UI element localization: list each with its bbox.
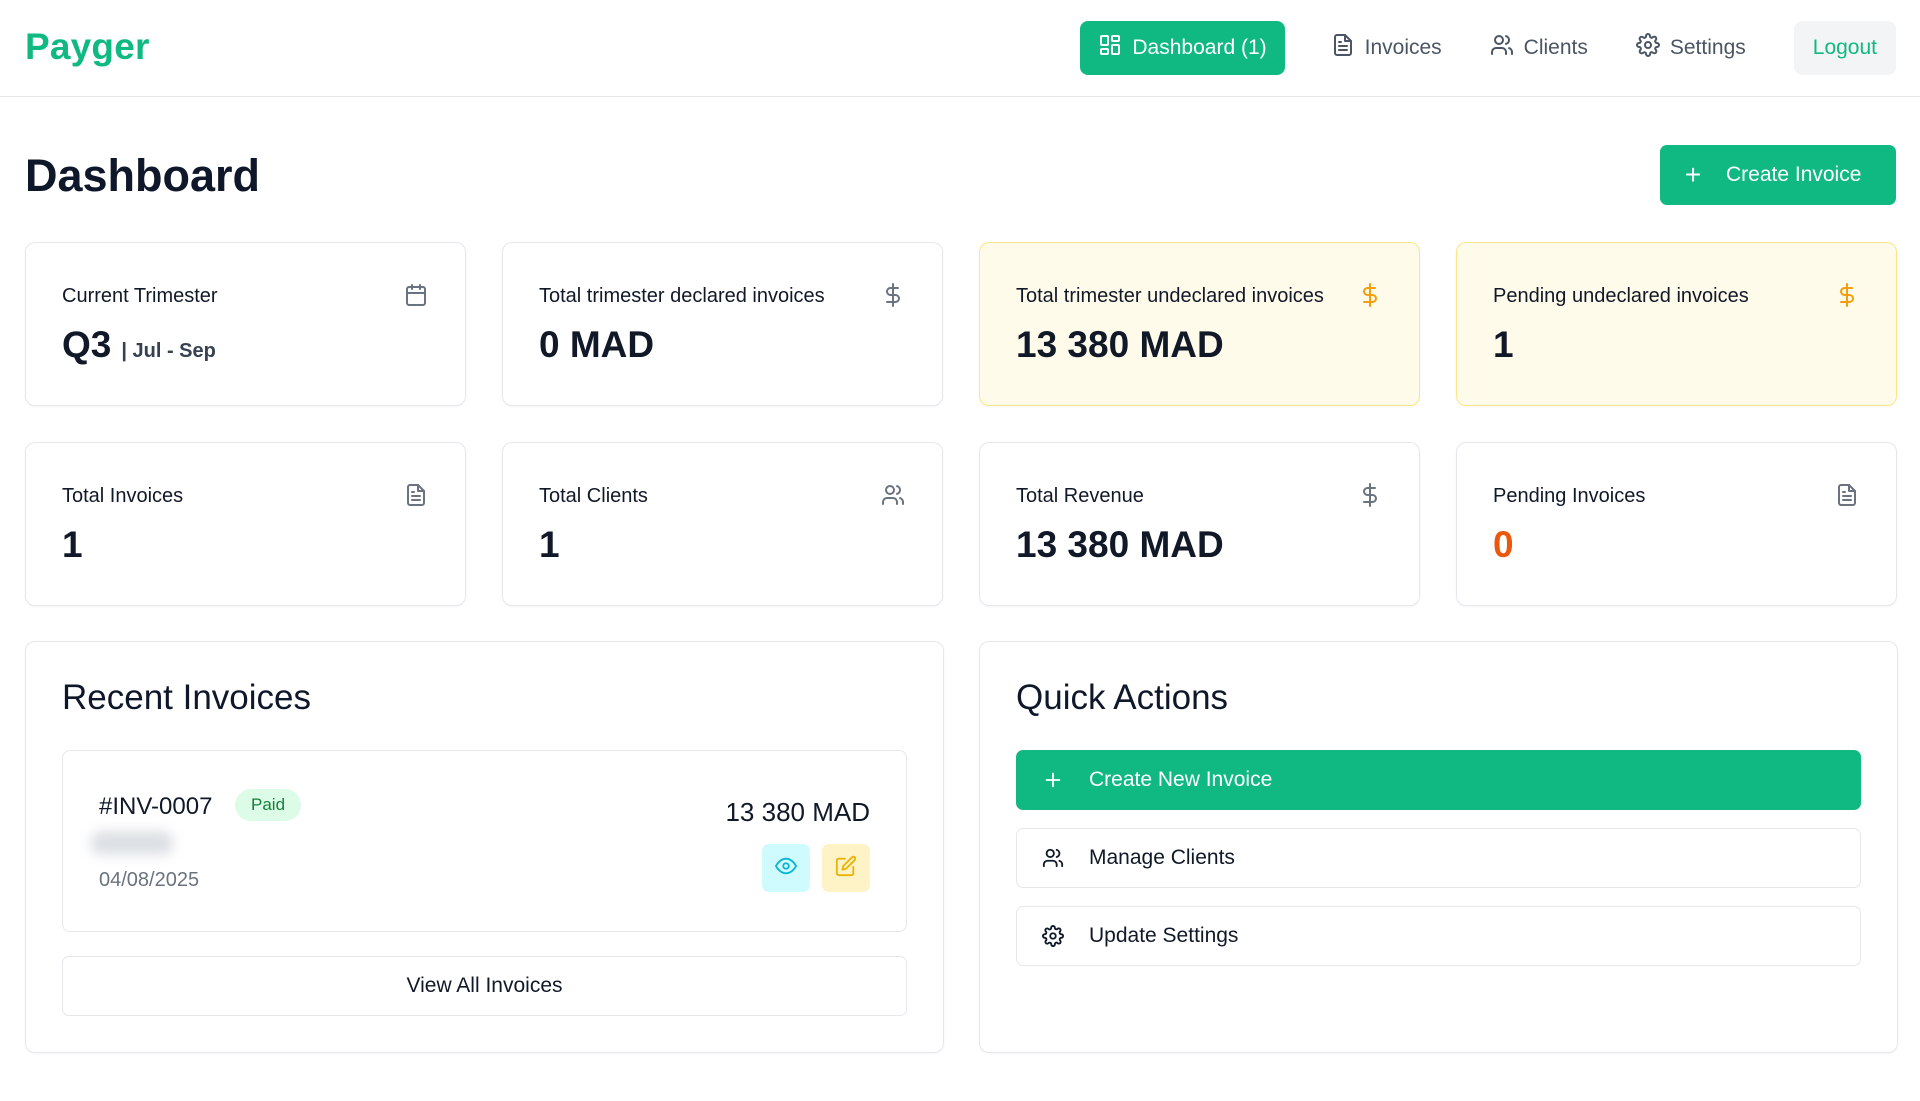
stat-card-total-invoices: Total Invoices 1 bbox=[25, 442, 466, 606]
stat-value: 1 bbox=[62, 524, 83, 565]
invoice-date: 04/08/2025 bbox=[99, 869, 200, 891]
stat-card-total-revenue: Total Revenue 13 380 MAD bbox=[979, 442, 1420, 606]
stat-card-declared-invoices: Total trimester declared invoices 0 MAD bbox=[502, 242, 943, 406]
nav-clients-label: Clients bbox=[1523, 36, 1588, 59]
stat-value: 1 bbox=[1493, 324, 1514, 365]
stat-value: Q3 | Jul - Sep bbox=[62, 324, 216, 366]
create-invoice-button[interactable]: + Create Invoice bbox=[1660, 145, 1896, 205]
view-all-invoices-button[interactable]: View All Invoices bbox=[62, 956, 907, 1016]
update-settings-label: Update Settings bbox=[1089, 924, 1239, 947]
stat-label: Current Trimester bbox=[62, 285, 218, 307]
recent-invoices-title: Recent Invoices bbox=[62, 678, 312, 717]
gear-icon bbox=[1017, 925, 1089, 947]
calendar-icon bbox=[404, 283, 428, 307]
create-invoice-label: Create Invoice bbox=[1726, 163, 1862, 186]
invoice-amount: 13 380 MAD bbox=[725, 797, 870, 827]
main-nav: Dashboard (1) Invoices Clients Settings … bbox=[1080, 21, 1896, 75]
gear-icon bbox=[1635, 33, 1660, 63]
file-icon bbox=[404, 483, 428, 507]
nav-invoices[interactable]: Invoices bbox=[1313, 21, 1460, 75]
create-new-invoice-label: Create New Invoice bbox=[1089, 768, 1273, 791]
stat-card-pending-undeclared: Pending undeclared invoices 1 bbox=[1456, 242, 1897, 406]
users-icon bbox=[1017, 847, 1089, 869]
stat-card-total-clients: Total Clients 1 bbox=[502, 442, 943, 606]
page-title: Dashboard bbox=[25, 150, 261, 201]
dollar-icon bbox=[881, 283, 905, 307]
top-navbar: Payger Dashboard (1) Invoices Clients Se… bbox=[0, 0, 1920, 97]
view-invoice-button[interactable] bbox=[762, 844, 810, 892]
stat-label: Total Invoices bbox=[62, 485, 184, 507]
users-icon bbox=[1490, 33, 1514, 63]
nav-settings-label: Settings bbox=[1669, 36, 1746, 59]
edit-icon bbox=[835, 855, 857, 882]
edit-invoice-button[interactable] bbox=[822, 844, 870, 892]
invoice-number: #INV-0007 bbox=[99, 793, 213, 820]
client-name-redacted bbox=[91, 831, 173, 855]
quick-actions-title: Quick Actions bbox=[1016, 678, 1229, 717]
users-icon bbox=[881, 483, 905, 507]
dashboard-grid-icon bbox=[1098, 33, 1122, 63]
manage-clients-label: Manage Clients bbox=[1089, 846, 1235, 869]
create-new-invoice-button[interactable]: Create New Invoice bbox=[1016, 750, 1861, 810]
manage-clients-button[interactable]: Manage Clients bbox=[1016, 828, 1861, 888]
stat-value: 13 380 MAD bbox=[1016, 324, 1224, 365]
plus-icon bbox=[1017, 769, 1089, 791]
nav-clients[interactable]: Clients bbox=[1472, 21, 1606, 75]
stat-value: 1 bbox=[539, 524, 560, 565]
stat-value: 0 bbox=[1493, 524, 1514, 565]
file-icon bbox=[1835, 483, 1859, 507]
trimester-value: Q3 bbox=[62, 324, 112, 365]
logout-button[interactable]: Logout bbox=[1793, 21, 1896, 75]
nav-settings[interactable]: Settings bbox=[1618, 21, 1764, 75]
invoice-list-item[interactable]: #INV-0007 Paid 04/08/2025 13 380 MAD bbox=[62, 750, 907, 932]
recent-invoices-panel: Recent Invoices #INV-0007 Paid 04/08/202… bbox=[25, 641, 944, 1053]
stat-card-undeclared-invoices: Total trimester undeclared invoices 13 3… bbox=[979, 242, 1420, 406]
app-logo[interactable]: Payger bbox=[25, 26, 150, 67]
stat-label: Total trimester undeclared invoices bbox=[1016, 285, 1324, 307]
stat-value: 0 MAD bbox=[539, 324, 655, 365]
dollar-icon bbox=[1358, 483, 1382, 507]
stat-label: Total Revenue bbox=[1016, 485, 1144, 507]
eye-icon bbox=[775, 855, 797, 882]
nav-dashboard-label: Dashboard (1) bbox=[1132, 36, 1267, 59]
stat-card-current-trimester: Current Trimester Q3 | Jul - Sep bbox=[25, 242, 466, 406]
stat-card-pending-invoices: Pending Invoices 0 bbox=[1456, 442, 1897, 606]
stat-value: 13 380 MAD bbox=[1016, 524, 1224, 565]
dollar-icon bbox=[1835, 283, 1859, 307]
stat-label: Pending Invoices bbox=[1493, 485, 1646, 507]
stat-label: Total Clients bbox=[539, 485, 648, 507]
file-icon bbox=[1331, 33, 1355, 63]
update-settings-button[interactable]: Update Settings bbox=[1016, 906, 1861, 966]
stat-label: Pending undeclared invoices bbox=[1493, 285, 1749, 307]
dollar-icon bbox=[1358, 283, 1382, 307]
trimester-range: | Jul - Sep bbox=[121, 340, 216, 362]
nav-dashboard[interactable]: Dashboard (1) bbox=[1080, 21, 1285, 75]
quick-actions-panel: Quick Actions Create New Invoice Manage … bbox=[979, 641, 1898, 1053]
status-badge: Paid bbox=[235, 789, 302, 821]
plus-icon: + bbox=[1684, 159, 1702, 190]
stat-label: Total trimester declared invoices bbox=[539, 285, 825, 307]
nav-invoices-label: Invoices bbox=[1364, 36, 1442, 59]
